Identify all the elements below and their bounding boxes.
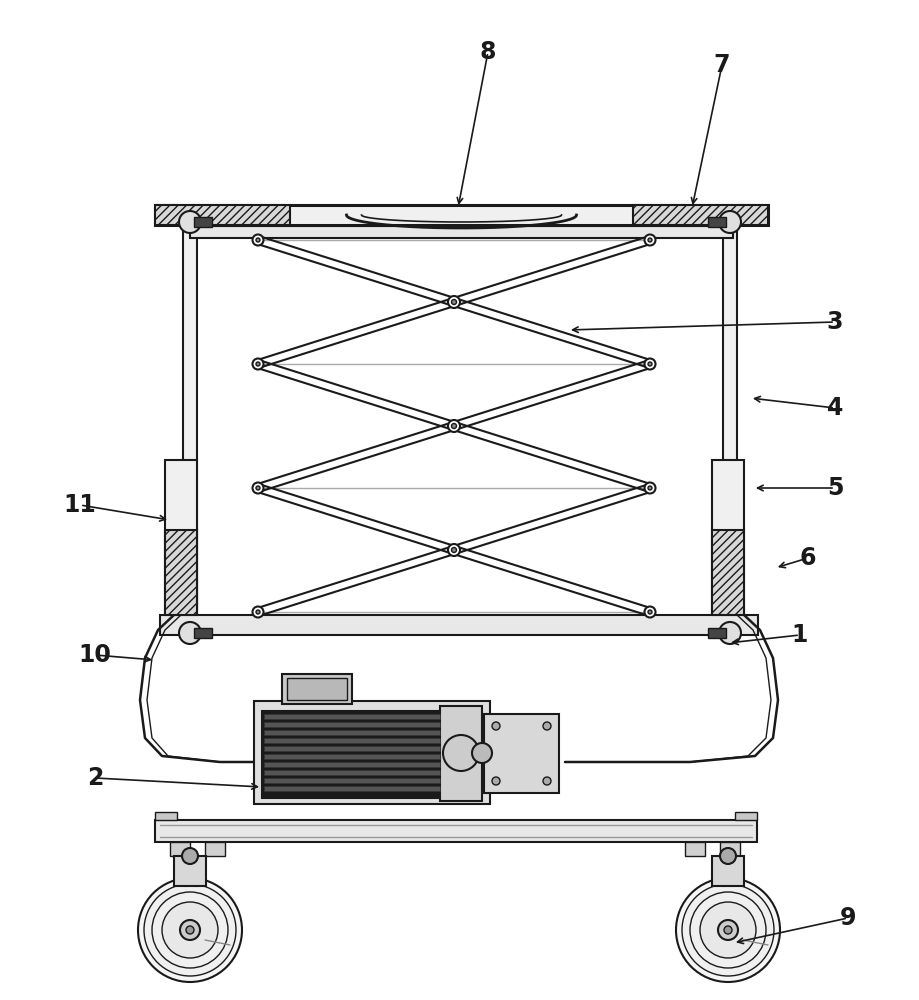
Circle shape [542, 722, 550, 730]
Bar [711, 856, 743, 886]
Circle shape [252, 359, 263, 369]
Circle shape [162, 902, 218, 958]
Bar [708, 628, 725, 638]
Circle shape [492, 777, 499, 785]
Circle shape [471, 743, 492, 763]
Circle shape [138, 878, 242, 982]
Bar [154, 205, 767, 225]
Bar [720, 842, 739, 856]
Circle shape [180, 920, 199, 940]
Bar [262, 711, 441, 798]
Bar [205, 842, 225, 856]
Circle shape [719, 622, 740, 644]
Bar [154, 820, 756, 842]
Bar [287, 678, 346, 700]
Bar [264, 738, 439, 743]
Bar [174, 856, 206, 886]
Text: 8: 8 [479, 40, 495, 64]
Circle shape [255, 362, 260, 366]
Circle shape [492, 722, 499, 730]
Bar [722, 225, 736, 615]
Circle shape [675, 878, 779, 982]
Bar [154, 205, 289, 225]
Bar [264, 714, 439, 719]
Bar [711, 530, 743, 615]
Circle shape [681, 884, 773, 976]
Bar [264, 722, 439, 727]
Circle shape [644, 234, 655, 245]
Bar [154, 812, 176, 820]
Bar [194, 628, 211, 638]
Text: 2: 2 [86, 766, 103, 790]
Text: 11: 11 [63, 493, 96, 517]
Circle shape [186, 926, 194, 934]
Circle shape [144, 884, 236, 976]
Circle shape [255, 486, 260, 490]
Circle shape [182, 848, 198, 864]
Bar [483, 714, 559, 793]
Circle shape [448, 420, 460, 432]
Circle shape [723, 926, 732, 934]
Bar [264, 778, 439, 783]
Bar [264, 730, 439, 735]
Circle shape [689, 892, 766, 968]
Bar [708, 217, 725, 227]
Circle shape [644, 606, 655, 617]
Bar [170, 842, 190, 856]
Circle shape [647, 610, 652, 614]
Circle shape [448, 296, 460, 308]
Text: 10: 10 [78, 643, 111, 667]
Circle shape [647, 238, 652, 242]
Circle shape [644, 483, 655, 493]
Circle shape [252, 483, 263, 493]
Circle shape [443, 735, 479, 771]
Bar [264, 770, 439, 775]
Circle shape [542, 777, 550, 785]
Bar [254, 701, 490, 804]
Circle shape [255, 610, 260, 614]
Text: 9: 9 [839, 906, 856, 930]
Bar [183, 225, 197, 615]
Circle shape [647, 486, 652, 490]
Text: 5: 5 [826, 476, 843, 500]
Circle shape [647, 362, 652, 366]
Circle shape [719, 211, 740, 233]
Circle shape [451, 300, 456, 304]
Circle shape [448, 544, 460, 556]
Bar [282, 674, 352, 704]
Circle shape [152, 892, 228, 968]
Circle shape [644, 359, 655, 369]
Bar [711, 460, 743, 615]
Bar [264, 754, 439, 759]
Circle shape [179, 622, 200, 644]
Text: 4: 4 [826, 396, 843, 420]
Bar [685, 842, 704, 856]
Text: 1: 1 [791, 623, 807, 647]
Bar [190, 226, 732, 238]
Bar [160, 615, 757, 635]
Circle shape [252, 234, 263, 245]
Bar [734, 812, 756, 820]
Circle shape [699, 902, 755, 958]
Bar [194, 217, 211, 227]
Text: 3: 3 [826, 310, 843, 334]
Circle shape [179, 211, 200, 233]
Circle shape [255, 238, 260, 242]
Bar [264, 786, 439, 791]
Bar [264, 762, 439, 767]
Bar [439, 706, 482, 801]
Bar [264, 746, 439, 751]
Bar [632, 205, 767, 225]
Bar [165, 530, 197, 615]
Bar [165, 460, 197, 615]
Circle shape [451, 424, 456, 428]
Circle shape [717, 920, 737, 940]
Text: 7: 7 [713, 53, 730, 77]
Circle shape [720, 848, 735, 864]
Circle shape [451, 548, 456, 552]
Circle shape [252, 606, 263, 617]
Text: 6: 6 [799, 546, 815, 570]
